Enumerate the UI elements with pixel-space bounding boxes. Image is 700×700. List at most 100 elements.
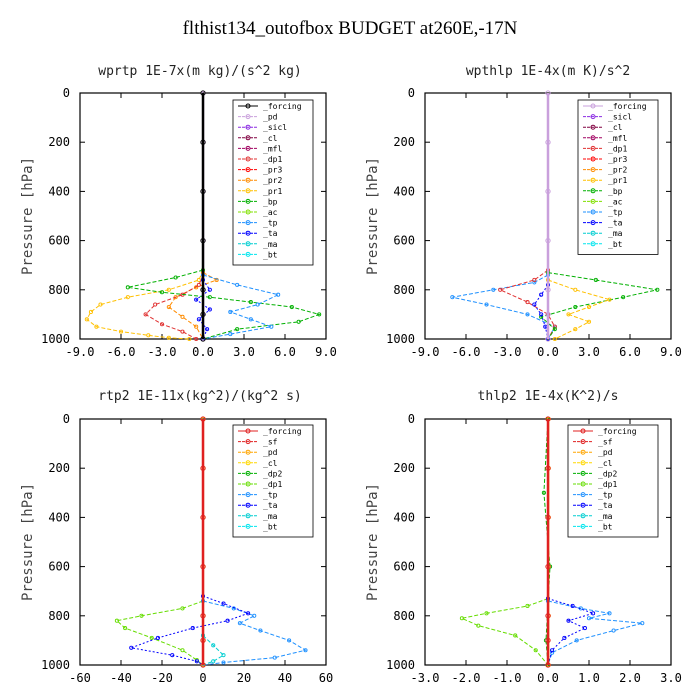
series-point <box>211 643 216 648</box>
legend-marker <box>245 449 251 455</box>
series-point <box>231 606 236 611</box>
x-tick-label: -9.0 <box>411 345 440 359</box>
y-tick-label: 400 <box>48 510 70 524</box>
series-point <box>272 655 277 660</box>
x-tick-label: 3.0 <box>233 345 255 359</box>
series-point <box>287 638 292 643</box>
y-tick-label: 200 <box>48 135 70 149</box>
x-tick-label: 20 <box>237 671 251 685</box>
legend-entry: _sicl <box>263 123 287 132</box>
series-point <box>607 297 612 302</box>
y-tick-label: 800 <box>393 609 415 623</box>
series-point <box>545 237 551 244</box>
series-point <box>246 611 251 616</box>
series-point <box>545 465 551 471</box>
series-point <box>545 662 551 668</box>
series-point <box>252 613 257 618</box>
series-point <box>228 332 233 337</box>
y-tick-label: 600 <box>48 234 70 248</box>
series-point <box>200 139 206 145</box>
legend-marker <box>245 428 251 434</box>
series-point <box>200 637 206 644</box>
legend-marker <box>590 167 596 173</box>
x-tick-label: -3.0 <box>493 345 522 359</box>
legend-entry: _ma <box>608 229 623 238</box>
legend-marker <box>245 167 251 173</box>
legend-marker <box>245 220 251 226</box>
panel-title: rtp2 1E-11x(kg^2)/(kg^2 s) <box>98 389 302 404</box>
y-tick-label: 1000 <box>386 658 415 672</box>
series-point <box>200 563 206 570</box>
series-point <box>607 611 612 616</box>
series-point <box>200 336 206 342</box>
legend-box <box>232 424 314 538</box>
series-point <box>545 287 551 293</box>
series-point <box>248 300 253 305</box>
legend-marker <box>245 251 251 257</box>
series-point <box>566 618 571 623</box>
series-point <box>88 309 93 314</box>
legend-marker <box>245 135 251 141</box>
y-tick-label: 600 <box>393 560 415 574</box>
series-point <box>582 626 587 631</box>
series-point <box>248 317 253 322</box>
series-point <box>146 333 151 338</box>
series-point <box>258 628 263 633</box>
x-tick-label: 3.0 <box>660 671 682 685</box>
series-line <box>195 279 211 340</box>
series-point <box>513 633 518 638</box>
legend-entry: _pd <box>263 113 278 122</box>
legend-marker <box>245 145 251 151</box>
x-tick-label: 40 <box>278 671 292 685</box>
series-point <box>200 237 206 244</box>
series-point <box>207 307 212 312</box>
legend-marker <box>590 177 596 183</box>
legend-marker <box>245 481 251 487</box>
series-point <box>570 603 575 609</box>
legend-entry: _tp <box>608 208 623 217</box>
series-point <box>545 613 551 619</box>
series-point <box>545 90 551 96</box>
legend-entry: _ta <box>263 229 278 238</box>
series-line <box>460 598 549 666</box>
series-line <box>115 600 204 666</box>
legend-entry: _bt <box>608 240 623 249</box>
series-point <box>180 606 185 611</box>
y-tick-label: 1000 <box>386 332 415 346</box>
series-point <box>317 312 322 317</box>
legend-marker <box>245 492 251 498</box>
series-point <box>491 287 496 292</box>
series-line <box>547 279 612 340</box>
legend-marker <box>580 481 586 487</box>
series-point <box>159 290 165 295</box>
x-tick-label: -60 <box>69 671 91 685</box>
series-point <box>552 327 557 332</box>
series-point <box>84 317 89 322</box>
series-point <box>190 626 195 631</box>
series-point <box>237 621 242 626</box>
legend-entry: _ma <box>263 240 278 249</box>
series-point <box>200 514 206 521</box>
series-point <box>235 327 240 332</box>
series-point <box>525 603 530 609</box>
series-point <box>194 297 199 302</box>
series-point <box>276 292 281 297</box>
series-point <box>566 312 571 317</box>
y-tick-label: 1000 <box>41 658 70 672</box>
series-point <box>173 295 178 300</box>
legend-entry: _ma <box>263 512 278 521</box>
legend-entry: _dp1 <box>263 480 282 489</box>
series-point <box>225 618 230 623</box>
series-point <box>532 280 537 285</box>
series-point <box>545 563 551 570</box>
series-point <box>655 287 660 292</box>
legend-marker <box>245 523 251 529</box>
legend-marker <box>590 209 596 215</box>
series-line <box>540 272 658 340</box>
x-tick-label: -3.0 <box>411 671 440 685</box>
x-tick-label: -6.0 <box>107 345 136 359</box>
series-line <box>144 274 204 340</box>
